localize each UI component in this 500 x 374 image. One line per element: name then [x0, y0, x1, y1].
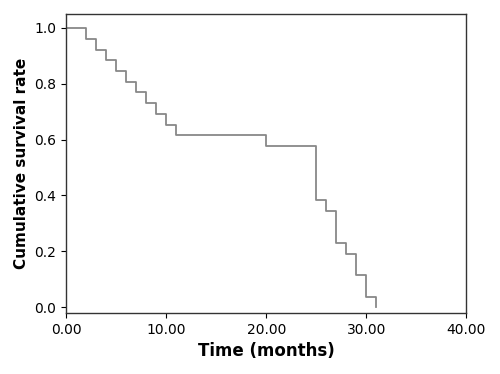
Y-axis label: Cumulative survival rate: Cumulative survival rate: [14, 58, 29, 269]
X-axis label: Time (months): Time (months): [198, 342, 334, 360]
